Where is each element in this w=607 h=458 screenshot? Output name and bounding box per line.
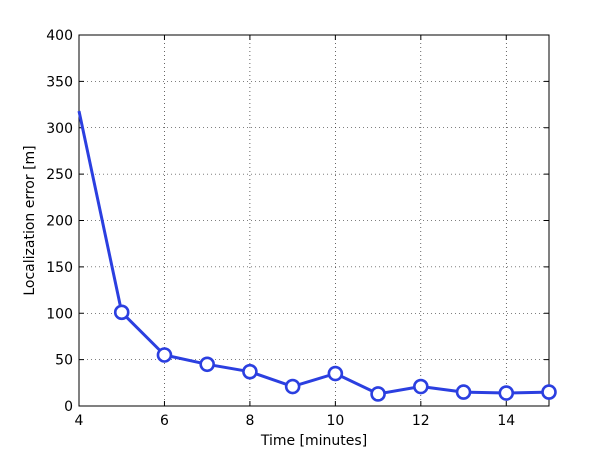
data-point [413,378,429,395]
data-point [199,356,215,373]
y-tick-label: 150 [46,260,73,276]
x-tick-label: 4 [75,413,84,429]
data-point [242,363,258,380]
x-tick-label: 8 [245,413,254,429]
y-tick-label: 300 [46,121,73,137]
data-point [498,385,515,401]
x-tick-label: 6 [160,413,169,429]
data-point [541,384,557,400]
y-tick-label: 250 [46,167,73,183]
y-tick-label: 400 [46,28,73,44]
data-point [370,386,386,402]
y-tick-label: 0 [64,399,73,415]
x-tick-label: 12 [412,413,430,429]
data-point [156,347,173,363]
y-axis-label: Localization error [m] [22,145,38,295]
series-layer [77,110,557,402]
data-point [284,378,301,395]
data-point [455,384,472,400]
data-point [327,365,344,382]
y-tick-label: 350 [46,74,73,90]
y-tick-label: 200 [46,214,73,230]
x-tick-label: 10 [326,413,344,429]
axis-ticks: 4 6 8 10 12 14 0 50 100 150 200 250 300 350 400 [46,28,549,429]
y-tick-label: 100 [46,306,73,322]
x-axis-label: Time [minutes] [260,433,367,449]
y-tick-label: 50 [55,353,73,369]
x-tick-label: 14 [497,413,515,429]
data-point [113,304,130,321]
